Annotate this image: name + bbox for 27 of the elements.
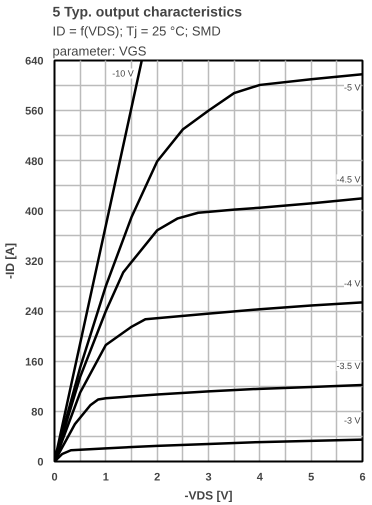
y-tick-label: 480	[25, 156, 44, 168]
y-tick-label: 160	[25, 356, 44, 368]
chart-title: 5 Typ. output characteristics	[52, 4, 242, 20]
series-label: -3.5 V	[336, 361, 361, 372]
y-tick-label: 640	[25, 56, 44, 68]
x-tick-label: 5	[308, 472, 314, 484]
x-tick-label: 3	[205, 472, 212, 484]
x-tick-label: 1	[102, 472, 109, 484]
x-tick-label: 0	[51, 472, 58, 484]
x-tick-label: 2	[154, 472, 160, 484]
y-tick-label: 240	[25, 306, 44, 318]
y-tick-label: 560	[25, 106, 44, 118]
x-axis-title: -VDS [V]	[184, 488, 233, 502]
y-tick-label: 320	[25, 256, 44, 268]
series-label: -3 V	[344, 416, 361, 426]
text: parameter: VGS	[52, 44, 147, 58]
y-tick-label: 400	[25, 206, 44, 218]
series-label: -5 V	[344, 82, 361, 92]
x-tick-label: 6	[359, 472, 366, 484]
series-label: -4.5 V	[336, 174, 361, 184]
y-tick-label: 80	[31, 406, 44, 418]
x-tick-label: 4	[256, 472, 264, 484]
series-label: -10 V	[112, 68, 134, 78]
chart-subtitle: ID = f(VDS); Tj = 25 °C; SMD	[52, 24, 221, 38]
series-label: -4 V	[344, 278, 361, 288]
y-axis-title: -ID [A]	[3, 242, 18, 279]
y-tick-label: 0	[37, 456, 44, 468]
